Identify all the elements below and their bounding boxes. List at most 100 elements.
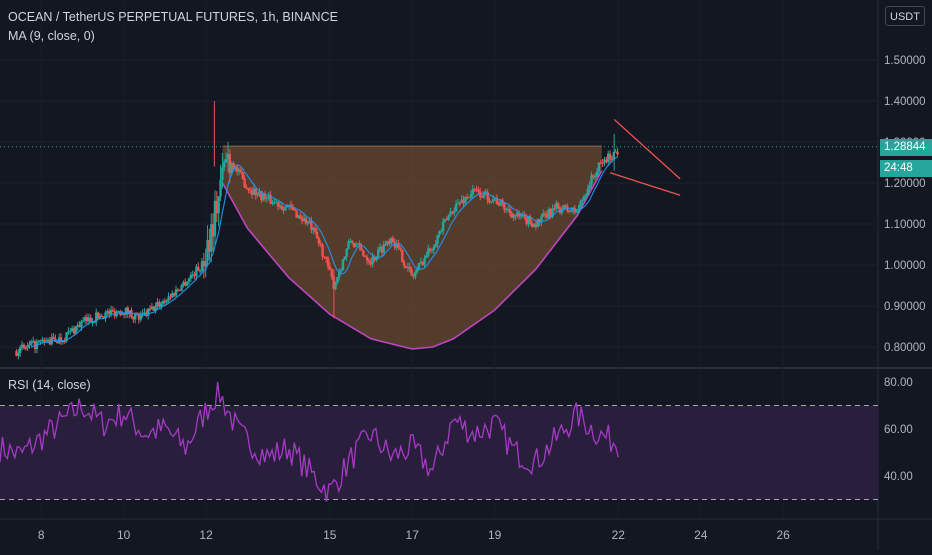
candle-body	[610, 159, 614, 161]
candle-body	[267, 194, 270, 198]
candle-body	[46, 339, 50, 342]
candle-body	[282, 208, 285, 211]
candle-body	[299, 215, 302, 219]
candle-body	[284, 207, 287, 211]
candle-body	[219, 179, 222, 197]
candle-body	[339, 270, 343, 272]
candle-body	[76, 324, 79, 327]
candle-body	[247, 188, 250, 190]
candle-body	[22, 344, 26, 348]
candle-body	[169, 296, 172, 298]
candle-body	[575, 211, 578, 213]
candle-body	[261, 194, 265, 201]
candle-body	[427, 248, 430, 256]
candle-body	[134, 313, 137, 320]
candle-body	[441, 221, 445, 231]
candle-body	[534, 223, 538, 228]
candle-body	[330, 269, 334, 277]
candle-body	[78, 324, 81, 328]
candle-body	[351, 241, 354, 243]
candle-body	[356, 243, 359, 245]
candle-body	[601, 162, 604, 164]
candle-body	[447, 215, 450, 220]
candle-body	[89, 317, 92, 323]
candle-body	[529, 216, 532, 224]
candle-body	[232, 162, 235, 170]
candle-body	[126, 307, 129, 314]
candle-body	[109, 309, 113, 315]
candle-body	[91, 322, 94, 324]
candle-body	[241, 172, 244, 179]
candle-body	[477, 189, 480, 192]
candle-body	[152, 306, 155, 311]
candle-body	[226, 153, 230, 160]
currency-button[interactable]: USDT	[885, 6, 925, 26]
candle-body	[28, 344, 31, 346]
candle-body	[514, 214, 517, 216]
candle-body	[376, 249, 380, 257]
candle-body	[406, 266, 410, 268]
candle-body	[122, 313, 126, 315]
candle-body	[312, 227, 315, 230]
candle-body	[217, 196, 220, 214]
candle-body	[334, 282, 337, 289]
candle-body	[464, 196, 467, 204]
candle-body	[187, 278, 191, 282]
candle-body	[165, 300, 168, 303]
candle-body	[551, 208, 554, 217]
candle-body	[569, 210, 573, 212]
candle-body	[159, 303, 163, 307]
rsi-tick-label: 80.00	[884, 377, 913, 389]
candle-body	[482, 191, 486, 198]
candle-body	[180, 285, 183, 291]
time-tick-label: 12	[199, 528, 213, 542]
candle-body	[83, 317, 87, 321]
candle-body	[594, 176, 597, 178]
rsi-band-fill	[0, 405, 878, 500]
candle-body	[297, 215, 300, 218]
candle-body	[388, 240, 391, 244]
ma-indicator-label[interactable]: MA (9, close, 0)	[8, 29, 95, 43]
candle-body	[341, 259, 345, 271]
candle-body	[486, 192, 489, 201]
candle-body	[401, 249, 404, 263]
candle-body	[456, 202, 460, 204]
candle-body	[564, 205, 567, 207]
price-tick-label: 1.10000	[884, 219, 926, 231]
candle-body	[250, 190, 254, 195]
candle-body	[95, 312, 98, 323]
candle-body	[158, 301, 161, 307]
candle-body	[326, 258, 330, 267]
candle-body	[72, 328, 76, 334]
rsi-indicator-label[interactable]: RSI (14, close)	[8, 378, 91, 392]
candle-body	[150, 306, 154, 310]
candle-body	[249, 189, 252, 191]
cup-fill	[222, 146, 602, 349]
price-tick-label: 1.20000	[884, 178, 926, 190]
candle-body	[378, 246, 382, 250]
candle-body	[121, 313, 124, 315]
candle-body	[319, 243, 322, 245]
candle-body	[206, 240, 209, 262]
candle-body	[161, 301, 165, 304]
candle-body	[61, 341, 65, 343]
candle-body	[471, 189, 475, 195]
rsi-tick-label: 40.00	[884, 471, 913, 483]
candle-body	[402, 262, 406, 266]
candle-body	[146, 308, 150, 316]
candle-body	[208, 240, 211, 252]
candle-body	[130, 310, 133, 317]
candle-body	[445, 219, 449, 221]
candle-body	[236, 166, 239, 172]
candle-body	[260, 191, 263, 201]
candle-body	[132, 316, 135, 320]
price-tick-label: 0.90000	[884, 301, 926, 313]
candle-body	[274, 202, 278, 204]
candle-body	[191, 274, 194, 276]
rsi-line	[0, 381, 619, 502]
candle-body	[536, 219, 539, 228]
candle-body	[417, 262, 421, 270]
candle-body	[37, 340, 40, 343]
